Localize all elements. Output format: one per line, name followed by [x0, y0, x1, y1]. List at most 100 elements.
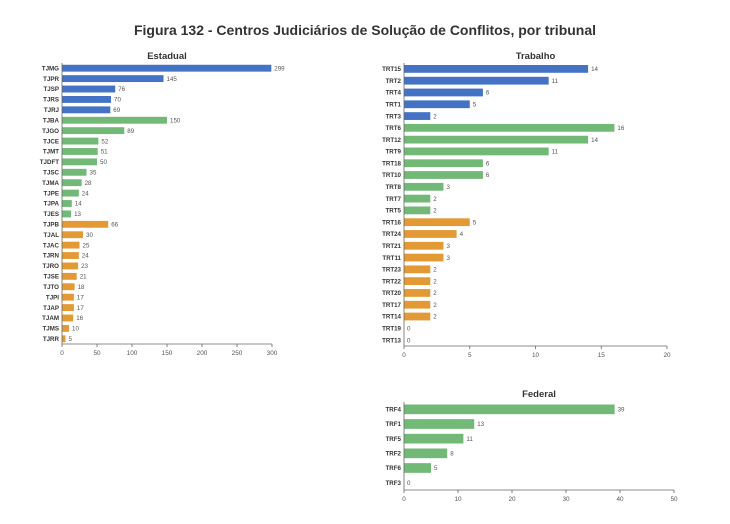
value-label-trt13: 0 — [407, 337, 411, 344]
value-label-tjro: 23 — [81, 263, 88, 270]
value-label-trt6: 16 — [617, 125, 624, 132]
bar-tjpi — [62, 293, 74, 301]
x-tick-label-estadual: 300 — [267, 350, 278, 357]
category-label-trt1: TRT1 — [386, 101, 402, 108]
category-label-trt12: TRT12 — [382, 137, 401, 144]
category-label-trf5: TRF5 — [386, 436, 402, 443]
bar-tjse — [62, 272, 77, 280]
bar-trf2 — [404, 448, 448, 459]
bar-tjro — [62, 262, 79, 270]
value-label-tjam: 16 — [76, 315, 83, 322]
category-label-trt3: TRT3 — [386, 113, 402, 120]
category-label-tjce: TJCE — [43, 138, 59, 145]
x-tick-label-federal: 40 — [616, 496, 624, 503]
value-label-trf5: 11 — [466, 436, 473, 443]
bar-trf5 — [404, 433, 464, 444]
category-label-trf6: TRF6 — [386, 465, 402, 472]
value-label-trt23: 2 — [433, 267, 437, 274]
x-tick-label-estadual: 0 — [60, 350, 64, 357]
category-label-tjam: TJAM — [42, 315, 59, 322]
value-label-tjrr: 5 — [69, 336, 73, 343]
value-label-trt20: 2 — [433, 290, 437, 297]
bar-tjmg — [62, 64, 272, 72]
bar-tjmt — [62, 148, 98, 155]
value-label-trf6: 5 — [434, 465, 438, 472]
category-label-trt22: TRT22 — [382, 278, 401, 285]
bar-tjrs — [62, 95, 111, 103]
value-label-tjms: 10 — [72, 326, 79, 333]
bar-trt14 — [404, 312, 431, 321]
category-label-tjes: TJES — [44, 211, 59, 218]
category-label-trt17: TRT17 — [382, 302, 401, 309]
page-title: Figura 132 - Centros Judiciários de Solu… — [133, 22, 597, 38]
x-tick-label-trabalho: 5 — [468, 352, 472, 359]
category-label-trf1: TRF1 — [386, 421, 402, 428]
category-label-tjpi: TJPI — [46, 294, 59, 301]
bar-tjpa — [62, 200, 72, 207]
value-label-tjsc: 35 — [90, 169, 97, 176]
category-label-tjpa: TJPA — [44, 201, 60, 208]
chart-title-trabalho: Trabalho — [516, 51, 556, 62]
category-label-tjrs: TJRS — [43, 97, 59, 104]
category-label-tjpb: TJPB — [43, 222, 59, 229]
category-label-trf2: TRF2 — [386, 451, 402, 458]
category-label-trt23: TRT23 — [382, 267, 401, 274]
chart-title-federal: Federal — [522, 389, 556, 400]
chart-title-estadual: Estadual — [147, 51, 187, 62]
category-label-tjba: TJBA — [43, 117, 60, 124]
value-label-trt4: 6 — [486, 90, 490, 97]
category-label-trt18: TRT18 — [382, 160, 401, 167]
category-label-trt4: TRT4 — [386, 90, 402, 97]
value-label-tjpb: 66 — [111, 222, 118, 229]
bar-trt24 — [404, 230, 457, 238]
bar-tjap — [62, 304, 74, 312]
value-label-trt24: 4 — [460, 231, 464, 238]
bar-trt16 — [404, 218, 470, 227]
value-label-trf4: 39 — [618, 407, 625, 414]
x-tick-label-federal: 20 — [508, 496, 516, 503]
category-label-tjap: TJAP — [43, 305, 59, 312]
category-label-tjrj: TJRJ — [44, 107, 60, 114]
value-label-trt14: 2 — [433, 314, 437, 321]
bar-trt10 — [404, 171, 483, 179]
bar-tjrn — [62, 252, 79, 259]
bar-trt11 — [404, 253, 444, 262]
category-label-trt16: TRT16 — [382, 219, 401, 226]
bar-trt17 — [404, 300, 431, 309]
value-label-trf1: 13 — [477, 421, 484, 428]
value-label-tjpe: 24 — [82, 190, 89, 197]
bar-tjdft — [62, 158, 97, 166]
category-label-trt8: TRT8 — [386, 184, 402, 191]
category-label-trt14: TRT14 — [382, 314, 401, 321]
bar-tjes — [62, 210, 72, 218]
value-label-trt15: 14 — [591, 66, 598, 73]
category-label-tjsp: TJSP — [44, 86, 59, 93]
bar-trt7 — [404, 194, 431, 203]
bar-tjam — [62, 314, 74, 322]
category-label-tjdft: TJDFT — [40, 159, 59, 166]
category-label-trt9: TRT9 — [386, 149, 402, 156]
value-label-trt16: 5 — [473, 219, 477, 226]
category-label-tjms: TJMS — [42, 326, 59, 333]
bar-trt3 — [404, 112, 431, 120]
bar-trt18 — [404, 159, 483, 168]
category-label-tjpr: TJPR — [43, 76, 59, 83]
value-label-trt5: 2 — [433, 208, 437, 215]
bar-trt9 — [404, 147, 549, 156]
value-label-trt10: 6 — [486, 172, 490, 179]
bar-tjsp — [62, 85, 116, 93]
category-label-trt11: TRT11 — [382, 255, 401, 262]
bar-trf6 — [404, 463, 431, 473]
x-tick-label-estadual: 150 — [162, 350, 173, 357]
value-label-trt17: 2 — [433, 302, 437, 309]
value-label-trt7: 2 — [433, 196, 437, 203]
value-label-tjto: 18 — [78, 284, 85, 291]
value-label-tjpr: 145 — [167, 76, 178, 83]
value-label-tjrs: 70 — [114, 97, 121, 104]
bar-tjpe — [62, 189, 79, 197]
category-label-trt2: TRT2 — [386, 78, 402, 85]
value-label-trf3: 0 — [407, 480, 411, 487]
category-label-trt20: TRT20 — [382, 290, 401, 297]
category-label-tjro: TJRO — [42, 263, 59, 270]
